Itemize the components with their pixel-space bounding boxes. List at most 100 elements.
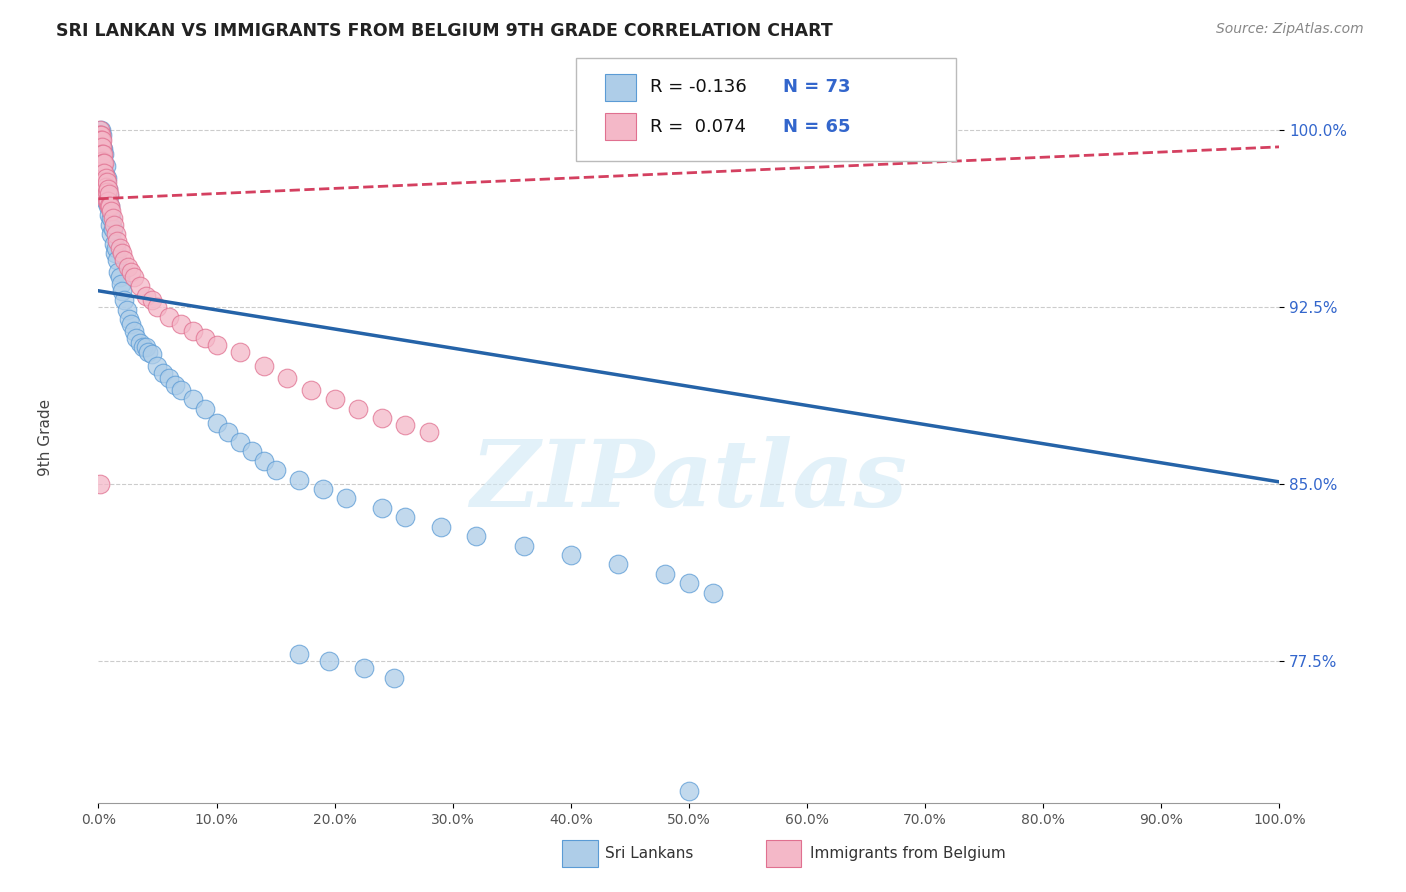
Point <box>205 416 228 430</box>
Point <box>146 359 169 374</box>
Point <box>93 166 115 180</box>
Point <box>157 371 180 385</box>
Point <box>108 269 131 284</box>
Point <box>98 199 121 213</box>
Point <box>93 185 115 199</box>
Point <box>115 302 138 317</box>
Point <box>418 425 440 440</box>
Point <box>146 301 169 315</box>
Point <box>194 331 217 345</box>
Point <box>91 161 114 175</box>
Point <box>94 189 117 203</box>
Point <box>229 345 252 359</box>
Point <box>91 170 114 185</box>
Point <box>122 269 145 284</box>
Point <box>157 310 180 324</box>
Point <box>94 159 117 173</box>
Point <box>97 182 120 196</box>
Point <box>465 529 488 543</box>
Point <box>91 147 114 161</box>
Point <box>90 147 112 161</box>
Point <box>91 156 114 170</box>
Point <box>702 586 724 600</box>
Point <box>89 123 111 137</box>
Point <box>89 477 111 491</box>
Point <box>107 265 129 279</box>
Point <box>91 161 114 175</box>
Point <box>98 187 121 202</box>
Point <box>105 227 128 242</box>
Point <box>318 654 340 668</box>
Point <box>98 189 121 203</box>
Point <box>353 661 375 675</box>
Point <box>181 324 204 338</box>
Point <box>90 128 112 142</box>
Text: SRI LANKAN VS IMMIGRANTS FROM BELGIUM 9TH GRADE CORRELATION CHART: SRI LANKAN VS IMMIGRANTS FROM BELGIUM 9T… <box>56 22 832 40</box>
Point <box>382 671 405 685</box>
Point <box>89 133 111 147</box>
Text: Sri Lankans: Sri Lankans <box>605 847 693 861</box>
Point <box>371 500 394 515</box>
Point <box>90 152 112 166</box>
Point <box>89 128 111 142</box>
Point <box>288 647 311 661</box>
Text: N = 73: N = 73 <box>783 78 851 96</box>
Text: R =  0.074: R = 0.074 <box>650 118 745 136</box>
Point <box>108 241 131 255</box>
Point <box>98 199 121 213</box>
Point <box>89 137 111 152</box>
Point <box>512 539 534 553</box>
Point <box>98 199 121 213</box>
Point <box>91 142 114 156</box>
Point <box>91 147 114 161</box>
Point <box>112 253 135 268</box>
Point <box>312 482 335 496</box>
Point <box>90 123 112 137</box>
Point <box>93 166 115 180</box>
Point <box>135 340 157 354</box>
Point <box>253 359 276 374</box>
Point <box>125 331 148 345</box>
Point <box>141 293 163 308</box>
Point <box>678 784 700 798</box>
Point <box>91 140 114 154</box>
Point <box>111 284 134 298</box>
Point <box>97 182 120 196</box>
Point <box>335 491 357 506</box>
Point <box>96 189 118 203</box>
Point <box>101 222 124 236</box>
Point <box>170 317 193 331</box>
Point <box>90 133 112 147</box>
Point <box>91 166 114 180</box>
Point <box>607 558 630 572</box>
Point <box>165 378 187 392</box>
Text: Immigrants from Belgium: Immigrants from Belgium <box>810 847 1005 861</box>
Point <box>105 234 128 248</box>
Point <box>103 218 125 232</box>
Point <box>110 277 132 291</box>
Point <box>121 265 143 279</box>
Point <box>89 135 111 149</box>
Point <box>288 473 311 487</box>
Point <box>136 345 159 359</box>
Point <box>264 463 287 477</box>
Point <box>91 140 114 154</box>
Point <box>678 576 700 591</box>
Point <box>93 175 115 189</box>
Point <box>89 128 111 142</box>
Point <box>240 444 263 458</box>
Point <box>90 140 112 154</box>
Point <box>205 338 228 352</box>
Point <box>93 147 115 161</box>
Point <box>194 401 217 416</box>
Point <box>118 312 141 326</box>
Point <box>97 194 120 208</box>
Point <box>323 392 346 407</box>
Point <box>117 260 139 275</box>
Point <box>152 367 174 381</box>
Point <box>100 227 122 242</box>
Point <box>135 288 157 302</box>
Point <box>141 347 163 361</box>
Point <box>112 293 135 308</box>
Point <box>94 170 117 185</box>
